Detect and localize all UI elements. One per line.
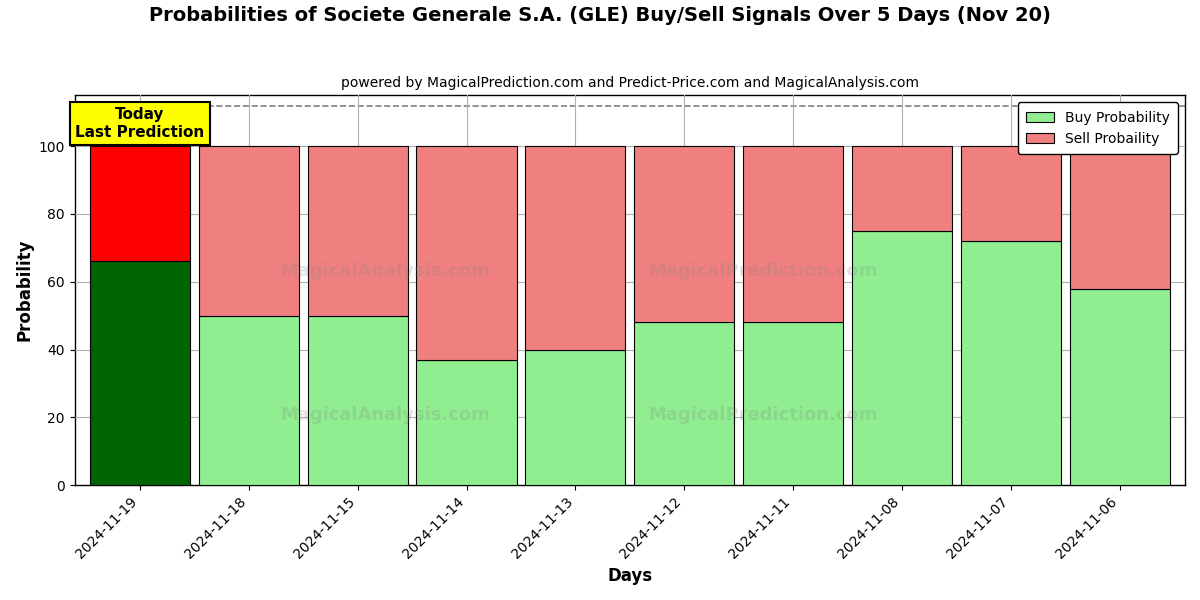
Bar [852, 231, 952, 485]
Bar [743, 322, 844, 485]
Bar [634, 322, 734, 485]
Text: MagicalAnalysis.com: MagicalAnalysis.com [281, 262, 491, 280]
Title: powered by MagicalPrediction.com and Predict-Price.com and MagicalAnalysis.com: powered by MagicalPrediction.com and Pre… [341, 76, 919, 90]
Y-axis label: Probability: Probability [16, 239, 34, 341]
Bar [199, 146, 299, 316]
Legend: Buy Probability, Sell Probaility: Buy Probability, Sell Probaility [1018, 102, 1178, 154]
Bar [199, 316, 299, 485]
X-axis label: Days: Days [607, 567, 653, 585]
Bar [743, 146, 844, 322]
Bar [961, 146, 1061, 241]
Bar [852, 146, 952, 231]
Text: MagicalPrediction.com: MagicalPrediction.com [648, 262, 878, 280]
Bar [307, 146, 408, 316]
Bar [526, 146, 625, 350]
Bar [526, 350, 625, 485]
Text: MagicalPrediction.com: MagicalPrediction.com [648, 406, 878, 424]
Bar [90, 146, 190, 262]
Text: Today
Last Prediction: Today Last Prediction [76, 107, 204, 140]
Bar [416, 146, 517, 359]
Bar [416, 359, 517, 485]
Bar [90, 262, 190, 485]
Bar [1069, 146, 1170, 289]
Bar [961, 241, 1061, 485]
Bar [634, 146, 734, 322]
Text: MagicalAnalysis.com: MagicalAnalysis.com [281, 406, 491, 424]
Text: Probabilities of Societe Generale S.A. (GLE) Buy/Sell Signals Over 5 Days (Nov 2: Probabilities of Societe Generale S.A. (… [149, 6, 1051, 25]
Bar [1069, 289, 1170, 485]
Bar [307, 316, 408, 485]
